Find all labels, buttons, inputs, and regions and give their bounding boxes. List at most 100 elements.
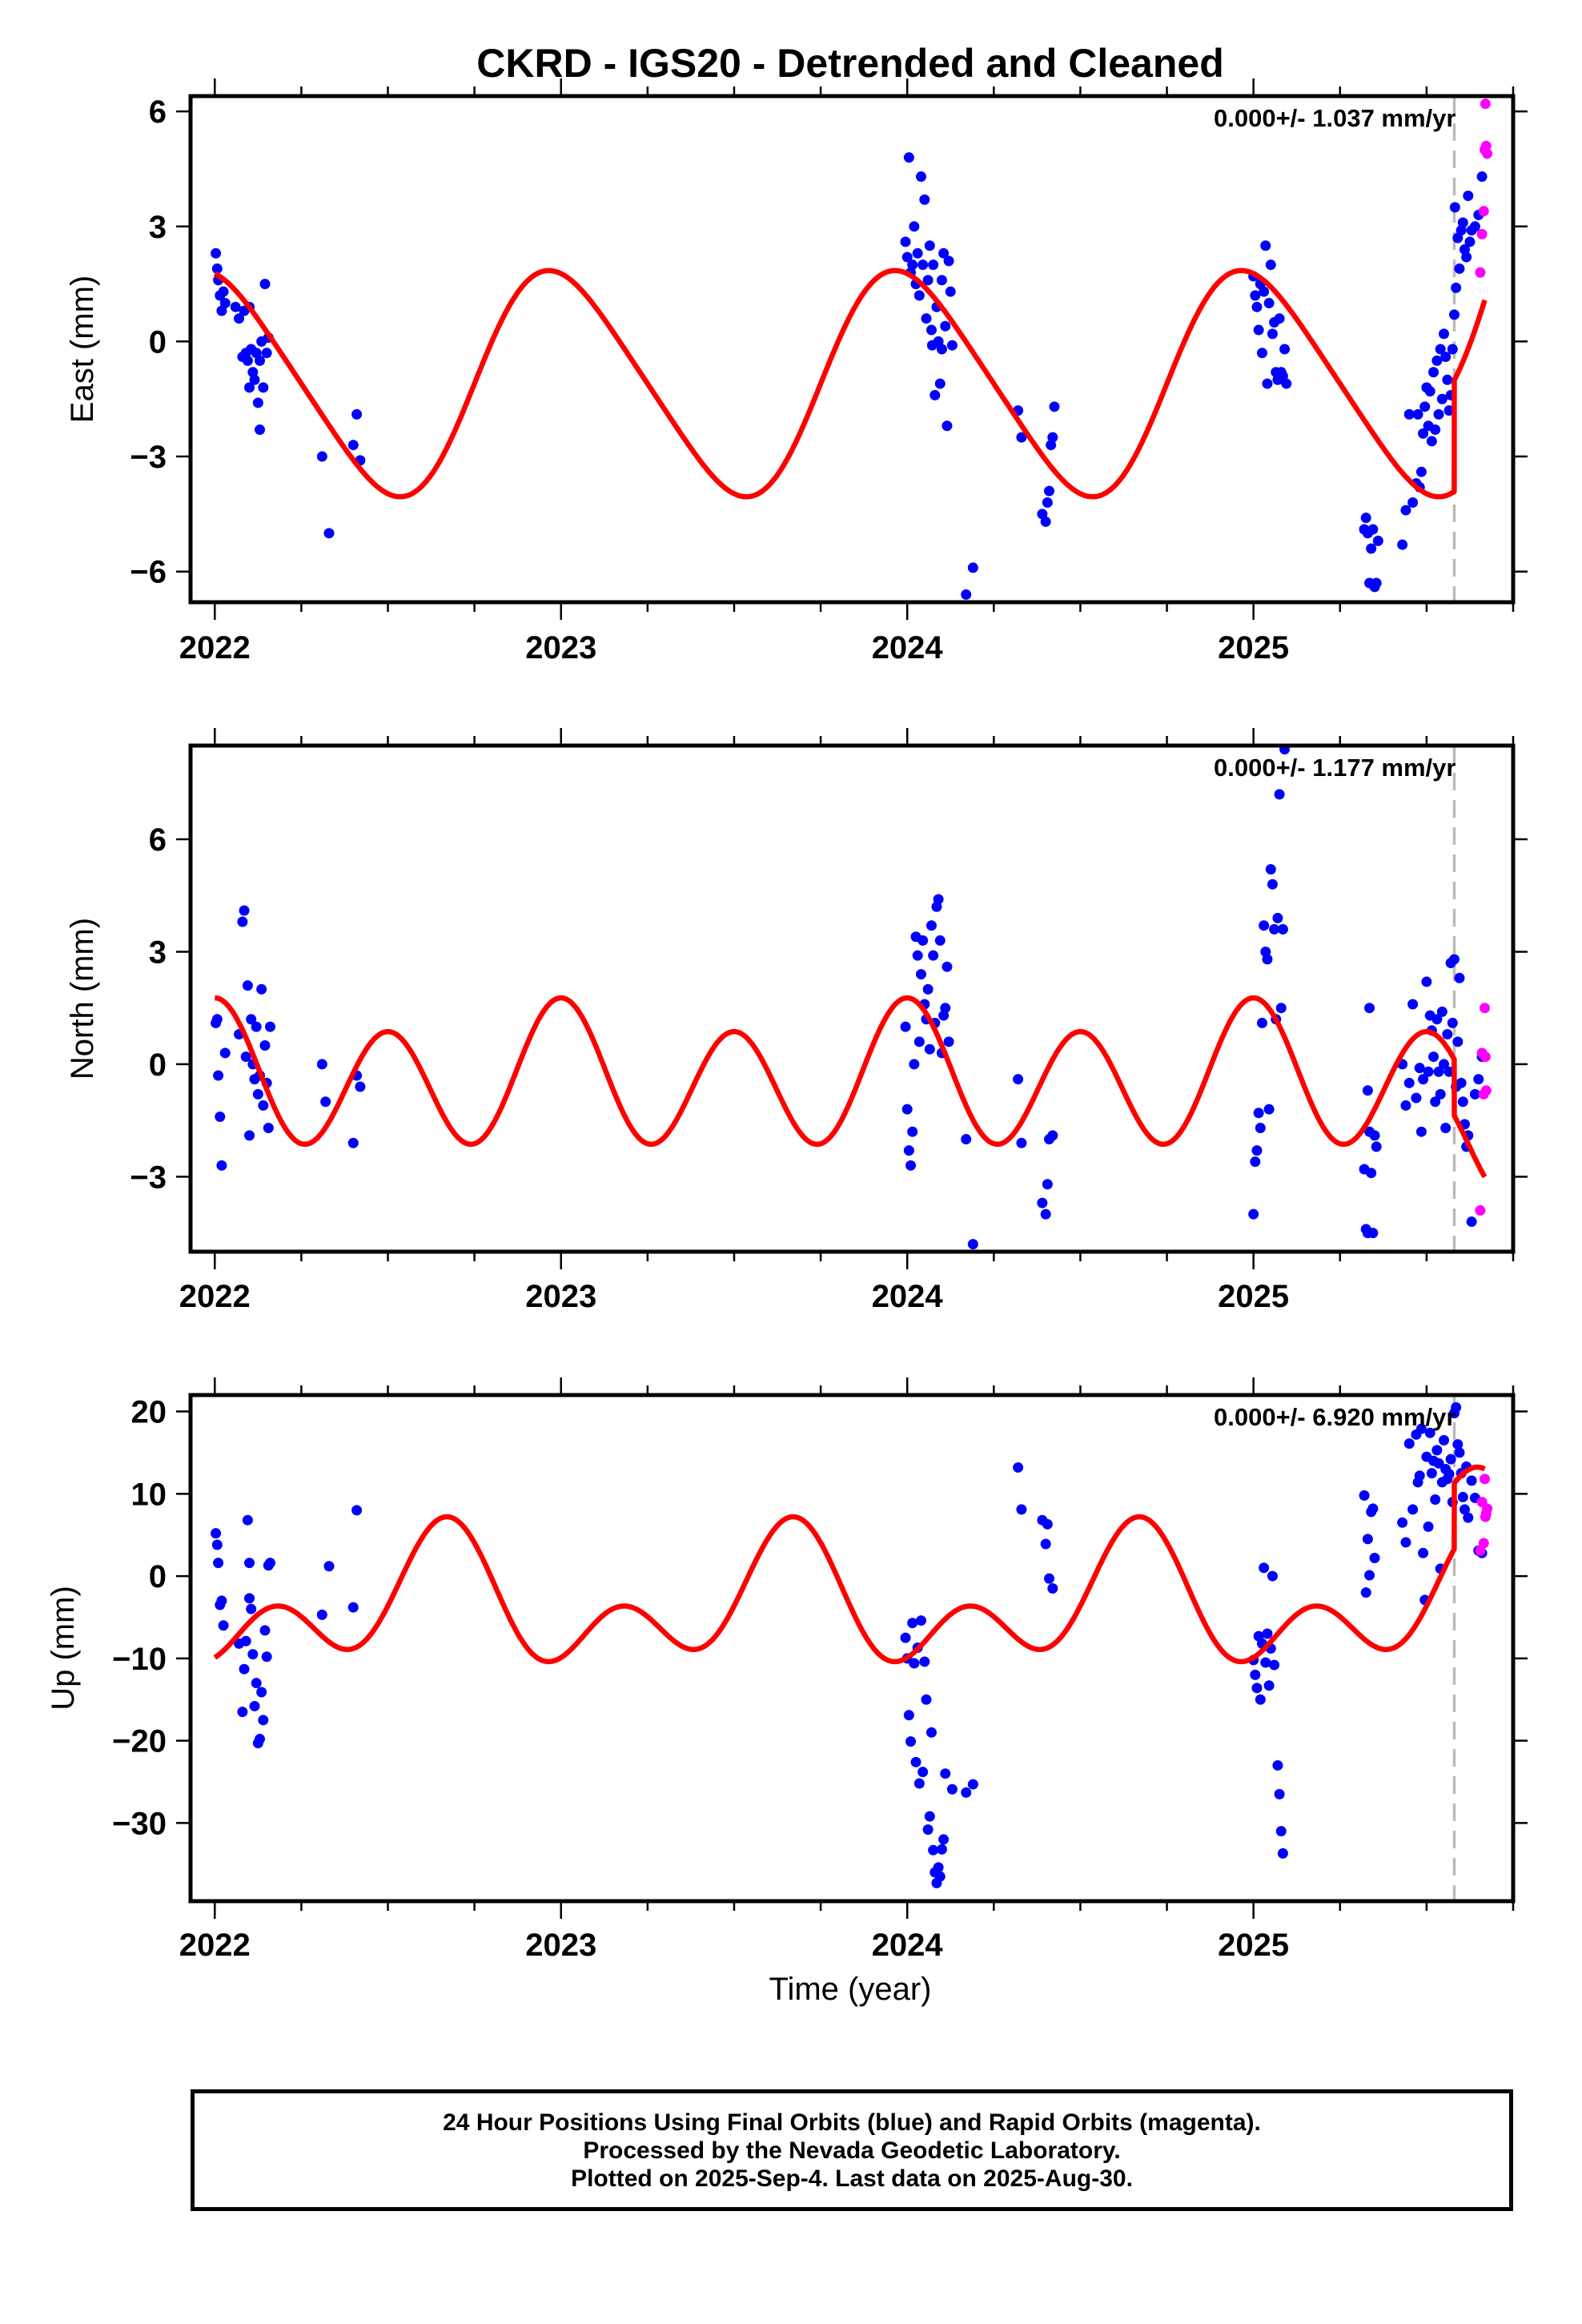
east-final-point xyxy=(1448,309,1460,320)
north-final-point xyxy=(940,1003,951,1014)
north-final-point xyxy=(1421,976,1432,987)
north-final-point xyxy=(1473,1074,1484,1085)
north-final-point xyxy=(934,935,946,946)
north-final-point xyxy=(263,1123,274,1134)
east-final-point xyxy=(1016,432,1027,443)
up-final-point xyxy=(1016,1504,1027,1515)
east-final-point xyxy=(909,221,920,232)
north-final-point xyxy=(347,1137,359,1148)
up-rapid-point xyxy=(1480,1511,1491,1522)
east-rate-label: 0.000+/- 1.037 mm/yr xyxy=(1214,104,1456,132)
north-final-point xyxy=(1253,1108,1264,1119)
north-final-point xyxy=(1265,863,1276,875)
east-final-point xyxy=(249,374,260,385)
up-final-point xyxy=(926,1727,937,1738)
up-final-point xyxy=(913,1778,925,1789)
north-final-point xyxy=(1433,1066,1444,1077)
up-final-point xyxy=(1255,1694,1266,1705)
east-final-point xyxy=(252,397,263,408)
east-model-curve xyxy=(213,267,1488,500)
east-final-point xyxy=(915,171,926,183)
up-final-point xyxy=(1424,1427,1435,1438)
east-final-point xyxy=(917,259,929,271)
east-data xyxy=(211,96,1493,602)
east-final-point xyxy=(900,236,911,247)
north-rapid-point xyxy=(1475,1205,1486,1216)
up-final-point xyxy=(1454,1447,1465,1458)
up-final-point xyxy=(1415,1423,1427,1434)
up-panel: 2022 2023 2024 2025 −30 −20 −10 0 10 20 Up (mm) 0.0… xyxy=(46,1377,1528,1963)
up-final-point xyxy=(1369,1552,1380,1563)
north-final-point xyxy=(1407,999,1419,1010)
east-final-point xyxy=(242,355,253,366)
east-final-point xyxy=(1253,324,1264,336)
east-final-point xyxy=(1260,240,1271,251)
footer-line-2: Processed by the Nevada Geodetic Laborat… xyxy=(583,2137,1121,2164)
north-final-point xyxy=(1037,1197,1048,1208)
up-final-point xyxy=(1251,1683,1263,1694)
east-rapid-point xyxy=(1480,140,1492,151)
east-final-point xyxy=(261,348,272,359)
up-final-point xyxy=(1040,1538,1051,1550)
up-final-point xyxy=(1431,1445,1443,1456)
up-rapid-point xyxy=(1478,1538,1489,1549)
up-final-point xyxy=(1426,1468,1437,1479)
north-final-point xyxy=(211,1014,223,1025)
north-final-point xyxy=(1435,1088,1446,1100)
north-data xyxy=(211,746,1492,1252)
north-final-point xyxy=(264,1021,275,1032)
north-x-tick-label: 2024 xyxy=(872,1279,944,1314)
up-final-point xyxy=(1418,1547,1429,1558)
up-final-point xyxy=(1407,1504,1419,1515)
up-final-point xyxy=(239,1663,250,1675)
up-frame xyxy=(188,1393,1516,1904)
north-final-point xyxy=(1275,1003,1287,1014)
north-final-point xyxy=(1423,1066,1434,1077)
north-final-point xyxy=(246,1014,257,1025)
north-y-tick-label: 6 xyxy=(149,822,167,858)
north-y-tick-label: 3 xyxy=(149,935,167,970)
up-final-point xyxy=(1362,1534,1373,1545)
north-y-tick-label: −3 xyxy=(130,1160,167,1195)
up-final-point xyxy=(1360,1587,1371,1598)
east-final-point xyxy=(1407,497,1419,509)
north-final-point xyxy=(1042,1179,1053,1190)
east-final-point xyxy=(1371,577,1382,589)
up-final-point xyxy=(1263,1680,1275,1691)
north-final-point xyxy=(259,1040,271,1051)
north-final-point xyxy=(913,1036,925,1047)
up-final-point xyxy=(216,1595,227,1606)
east-x-tick-label: 2024 xyxy=(872,630,944,665)
up-final-point xyxy=(323,1561,335,1572)
north-final-point xyxy=(244,1130,255,1141)
east-final-point xyxy=(1259,286,1270,297)
east-final-point xyxy=(940,320,951,332)
north-final-point xyxy=(1439,1059,1450,1070)
north-final-point xyxy=(239,905,250,916)
up-x-tick-label: 2023 xyxy=(525,1928,596,1963)
east-final-point xyxy=(928,259,939,271)
north-final-point xyxy=(1452,1036,1464,1047)
north-x-tick-label: 2023 xyxy=(525,1279,596,1314)
east-final-point xyxy=(924,240,935,251)
up-final-point xyxy=(211,1539,223,1550)
up-final-point xyxy=(910,1756,921,1767)
east-final-point xyxy=(1040,516,1051,527)
up-data xyxy=(211,1395,1493,1901)
up-model-curve xyxy=(213,1464,1487,1665)
up-final-point xyxy=(244,1593,255,1604)
up-final-point xyxy=(254,1734,265,1745)
footer-box: 24 Hour Positions Using Final Orbits (bl… xyxy=(191,2089,1513,2211)
north-final-point xyxy=(1440,1123,1452,1134)
east-y-tick-label: 3 xyxy=(149,210,167,245)
up-final-point xyxy=(967,1779,978,1790)
north-final-point xyxy=(1430,1096,1441,1108)
east-final-point xyxy=(1442,374,1453,385)
north-final-point xyxy=(1269,923,1280,935)
up-final-point xyxy=(246,1603,257,1614)
north-final-point xyxy=(917,935,929,946)
north-final-point xyxy=(1267,879,1278,890)
up-final-point xyxy=(900,1632,911,1643)
up-rapid-point xyxy=(1480,1474,1491,1485)
east-final-point xyxy=(316,451,327,462)
